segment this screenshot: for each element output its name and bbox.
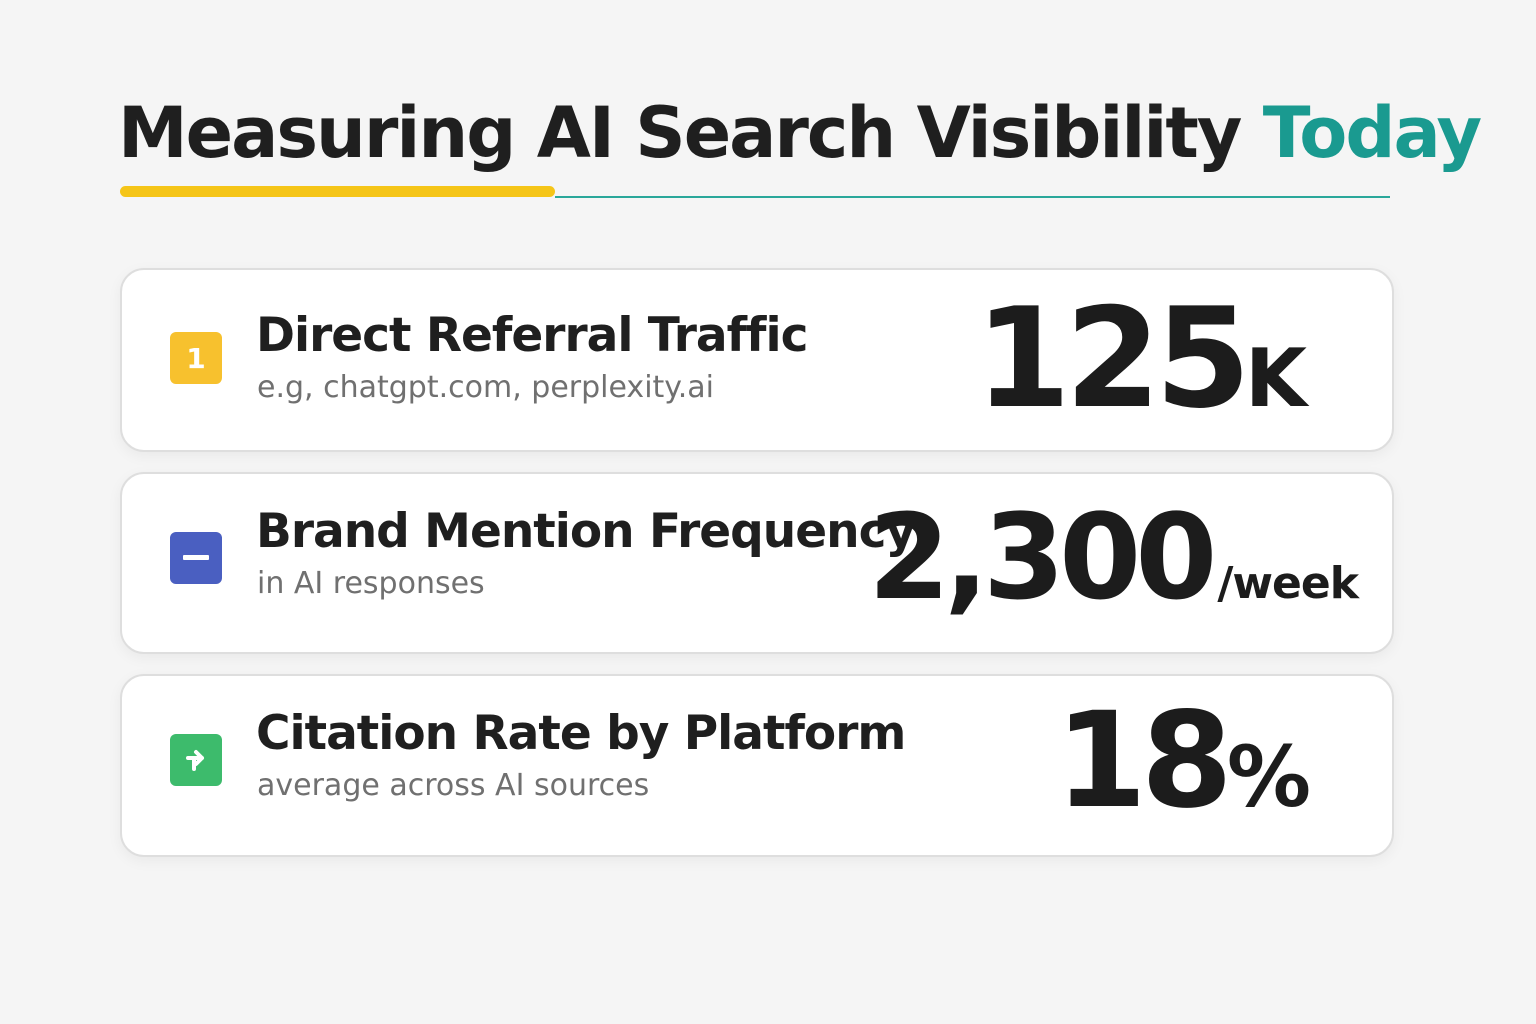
title-highlight: Today	[1262, 92, 1482, 174]
card-subtitle: in AI responses	[257, 566, 485, 601]
metric-value: 18%	[1055, 684, 1311, 838]
metric-value: 2,300/week	[868, 488, 1359, 626]
value-number: 125	[974, 278, 1251, 439]
underline-accent	[120, 186, 555, 197]
value-unit: /week	[1217, 558, 1359, 609]
card-title: Citation Rate by Platform	[256, 706, 906, 761]
page-title: Measuring AI Search Visibility Today	[118, 92, 1482, 174]
value-number: 2,300	[868, 488, 1217, 626]
metric-card: 1 Direct Referral Traffic e.g, chatgpt.c…	[120, 268, 1394, 452]
value-number: 18	[1055, 684, 1233, 838]
value-unit: %	[1226, 728, 1311, 826]
card-icon	[170, 734, 222, 786]
underline-rule	[555, 196, 1390, 198]
card-icon	[170, 532, 222, 584]
card-icon: 1	[170, 332, 222, 384]
minus-icon	[183, 555, 209, 560]
arrow-icon	[186, 750, 204, 771]
metric-card: Brand Mention Frequency in AI responses …	[120, 472, 1394, 654]
metric-value: 125 K	[974, 278, 1307, 439]
card-title: Direct Referral Traffic	[256, 308, 808, 363]
value-unit: K	[1245, 332, 1307, 425]
metric-card: Citation Rate by Platform average across…	[120, 674, 1394, 857]
card-subtitle: e.g, chatgpt.com, perplexity.ai	[257, 370, 715, 405]
card-title: Brand Mention Frequency	[256, 504, 916, 559]
title-text: Measuring AI Search Visibility	[118, 92, 1242, 174]
card-subtitle: average across AI sources	[257, 768, 650, 803]
